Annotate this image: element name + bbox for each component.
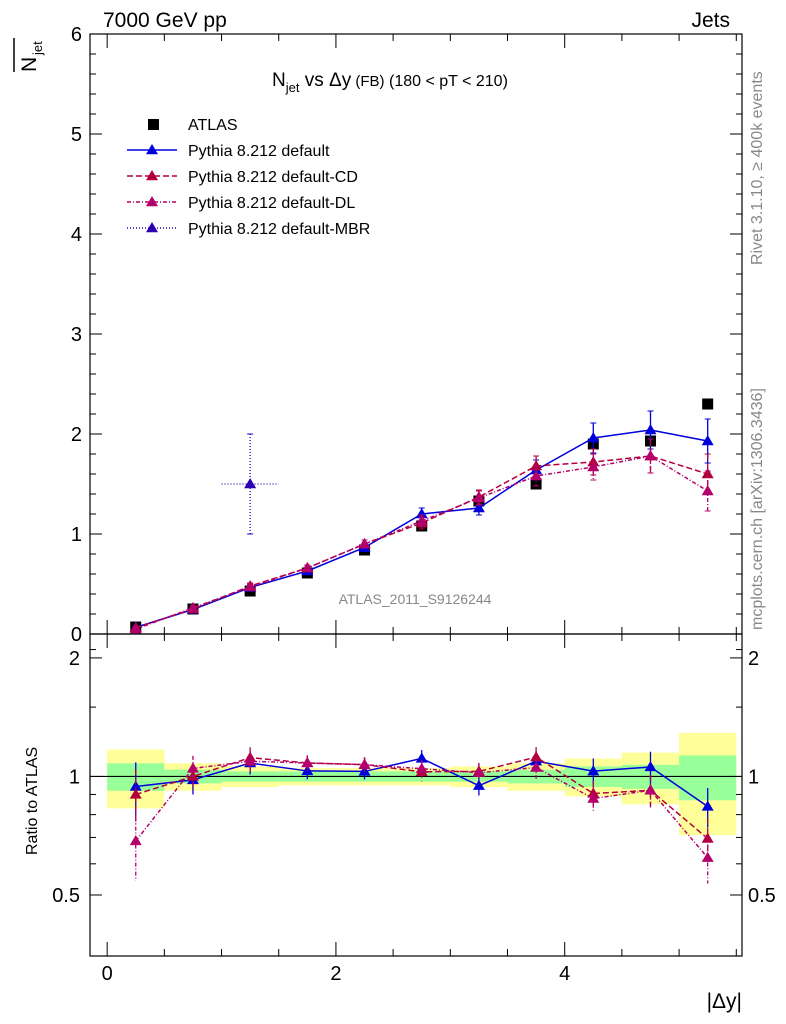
series-point-1-7	[530, 460, 543, 471]
x-tick-label-0: 0	[102, 963, 113, 985]
series-ratio-point-2-0	[129, 834, 142, 846]
chart-title-main: N	[272, 70, 286, 91]
series-ratio-point-2-3	[301, 756, 314, 768]
series-point-2-4	[358, 538, 371, 549]
series-point-0-10	[701, 435, 714, 446]
side-text-top: Rivet 3.1.10, ≥ 400k events	[749, 71, 766, 265]
series-point-0-9	[644, 424, 657, 435]
legend-marker-atlas	[148, 119, 159, 130]
y-tick-label-3: 3	[71, 324, 82, 346]
chart-title: Njet vs Δy (FB) (180 < pT < 210)	[272, 70, 508, 95]
series-ratio-point-0-0	[129, 780, 142, 791]
header-right: Jets	[691, 9, 730, 32]
series-ratio-point-2-5	[415, 762, 428, 773]
y-axis-label: N jet	[18, 41, 45, 72]
series-ratio-point-2-8	[587, 792, 600, 803]
ratio-y-axis-label: Ratio to ATLAS	[24, 747, 41, 855]
ratio-tick-label-right-0.5: 0.5	[748, 885, 776, 907]
legend-label-1: Pythia 8.212 default-CD	[188, 169, 358, 186]
chart-title-fb: (FB)	[351, 73, 384, 90]
side-text-bottom: mcplots.cern.ch [arXiv:1306.3436]	[749, 388, 766, 630]
series-ratio-point-0-8	[587, 765, 600, 776]
series-point-2-10	[701, 485, 714, 496]
y-axis-label-main: N	[18, 57, 41, 72]
series-ratio-point-2-7	[530, 761, 543, 772]
series-point-2-9	[644, 450, 657, 461]
chart-title-range: (180 < pT < 210)	[385, 73, 508, 90]
legend-marker-3	[146, 222, 158, 233]
y-tick-label-6: 6	[71, 24, 82, 46]
series-point-0-8	[587, 432, 600, 443]
x-tick-label-4: 4	[559, 963, 570, 985]
series-ratio-point-2-9	[644, 784, 657, 795]
ratio-tick-label-right-2: 2	[748, 648, 759, 670]
series-3	[221, 433, 279, 535]
ratio-plot-frame	[89, 633, 743, 957]
series-point-2-7	[530, 470, 543, 481]
legend-label-atlas: ATLAS	[188, 117, 238, 134]
series-point-0-5	[415, 508, 428, 519]
y-tick-label-2: 2	[71, 424, 82, 446]
series-ratio-point-2-10	[701, 851, 714, 862]
series-line-2	[135, 455, 709, 630]
series-ratio-point-2-2	[244, 755, 257, 766]
series-ratio-point-0-6	[472, 779, 485, 790]
header-left: 7000 GeV pp	[103, 9, 227, 32]
y-axis-label-sub: jet	[30, 41, 45, 56]
series-ratio-point-1-0	[129, 788, 142, 799]
chart-title-sub: jet	[285, 80, 300, 95]
ratio-tick-label-left-1: 1	[69, 766, 80, 788]
x-axis-label: |Δy|	[707, 990, 742, 1013]
series-ratio-point-1-7	[530, 751, 543, 762]
y-tick-label-0: 0	[71, 624, 82, 646]
series-ratio-point-0-9	[644, 760, 657, 772]
legend-marker-2	[146, 196, 158, 207]
x-tick-label-2: 2	[330, 963, 341, 985]
ratio-tick-label-left-0.5: 0.5	[52, 885, 80, 907]
chart-title-rest: vs Δy	[299, 70, 351, 91]
legend: ATLAS Pythia 8.212 default Pythia 8.212 de…	[127, 117, 370, 238]
series-point-2-5	[415, 515, 428, 526]
legend-label-3: Pythia 8.212 default-MBR	[188, 221, 370, 238]
series-ratio-point-0-10	[701, 800, 714, 811]
y-tick-label-5: 5	[71, 124, 82, 146]
legend-label-0: Pythia 8.212 default	[188, 143, 330, 160]
ratio-tick-label-left-2: 2	[69, 648, 80, 670]
y-tick-label-4: 4	[71, 224, 82, 246]
series-point-2-2	[244, 581, 257, 592]
y-tick-label-1: 1	[71, 524, 82, 546]
watermark: ATLAS_2011_S9126244	[339, 591, 492, 607]
series-point-2-6	[472, 492, 485, 503]
series-point-3-0	[244, 478, 257, 489]
series-ratio-point-2-4	[358, 758, 371, 769]
legend-marker-1	[146, 170, 158, 181]
series-point-0-6	[472, 502, 485, 513]
series-layer	[129, 398, 714, 884]
ratio-tick-label-right-1: 1	[748, 766, 759, 788]
series-2	[129, 438, 714, 884]
legend-label-2: Pythia 8.212 default-DL	[188, 195, 355, 212]
series-ratio-point-2-6	[472, 766, 485, 777]
series-point-2-0	[129, 623, 142, 634]
series-ratio-point-0-5	[415, 752, 428, 763]
series-point-2-8	[587, 461, 600, 472]
series-point-2-1	[186, 601, 199, 612]
series-point-2-3	[301, 562, 314, 573]
series-ratio-point-2-1	[186, 762, 199, 773]
legend-marker-0	[146, 144, 158, 155]
atlas-point-10	[702, 398, 714, 410]
